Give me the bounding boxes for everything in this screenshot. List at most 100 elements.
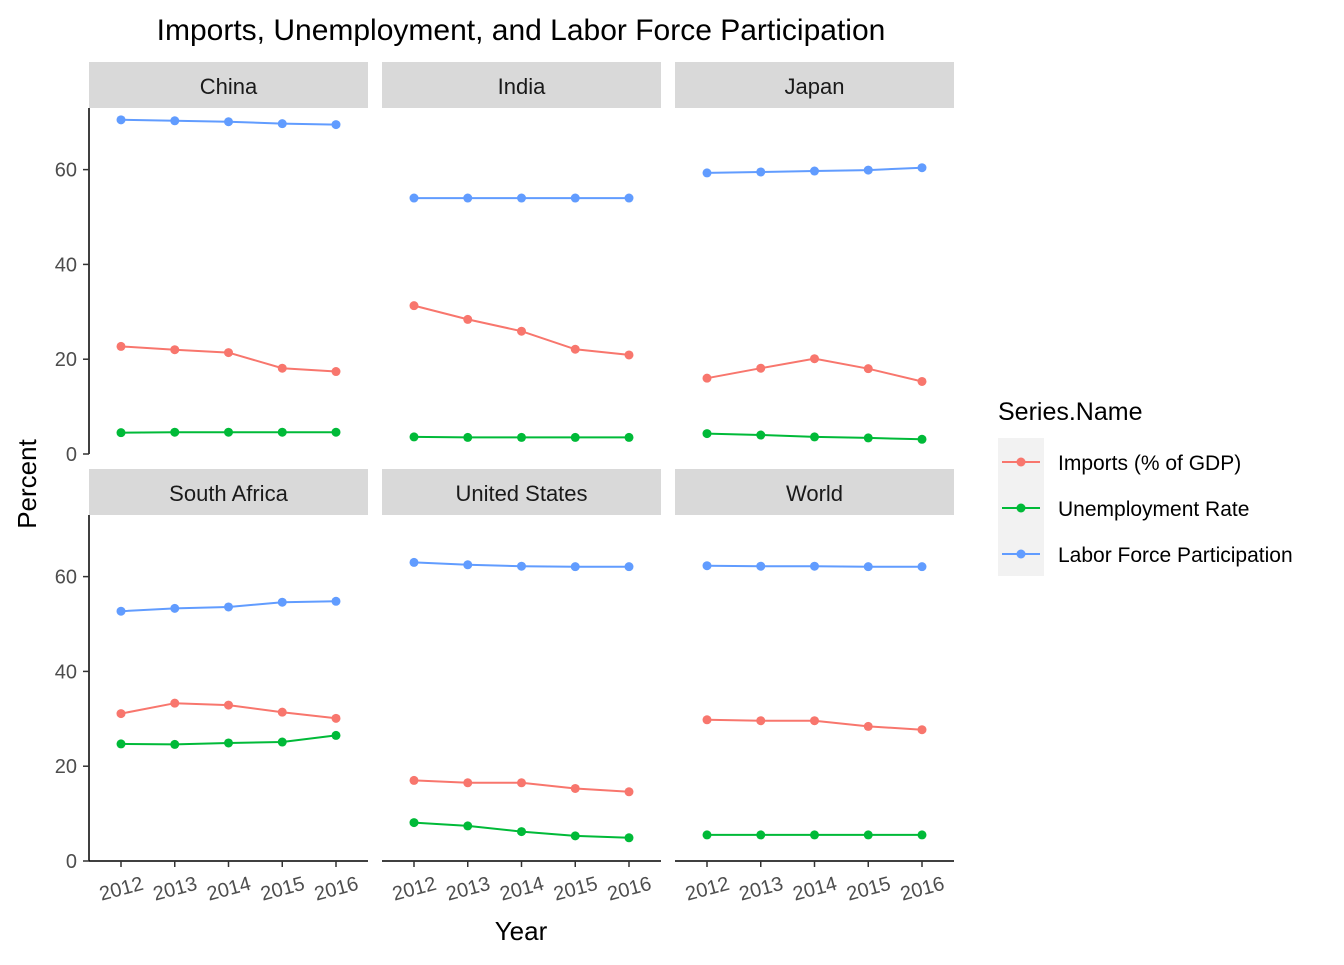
data-point-labor-force-participation — [116, 115, 126, 125]
data-point-unemployment-rate — [702, 429, 712, 439]
facet-strip — [382, 62, 661, 108]
facet-japan: Japan — [675, 62, 954, 444]
x-tick-label: 2014 — [205, 873, 254, 906]
facet-strip — [675, 469, 954, 515]
data-point-labor-force-participation — [917, 163, 927, 173]
facet-label: China — [200, 74, 258, 99]
data-point-unemployment-rate — [224, 738, 233, 748]
legend-key-point-unemployment-rate — [1016, 503, 1026, 513]
y-tick-label: 60 — [55, 567, 77, 589]
facet-strip — [89, 469, 368, 515]
data-point-labor-force-participation — [517, 561, 526, 571]
data-point-unemployment-rate — [409, 432, 419, 442]
data-point-imports-of-gdp — [409, 301, 419, 311]
data-point-imports-of-gdp — [277, 707, 287, 717]
data-point-unemployment-rate — [517, 432, 526, 442]
data-point-imports-of-gdp — [863, 721, 873, 731]
data-point-imports-of-gdp — [463, 778, 473, 788]
data-point-labor-force-participation — [409, 193, 419, 203]
data-point-unemployment-rate — [116, 428, 126, 438]
facet-strip — [382, 469, 661, 515]
data-point-imports-of-gdp — [570, 783, 580, 793]
data-point-labor-force-participation — [224, 602, 233, 612]
data-point-labor-force-participation — [917, 562, 927, 572]
data-point-labor-force-participation — [570, 193, 580, 203]
y-tick-label: 40 — [55, 254, 77, 276]
facet-strip — [675, 62, 954, 108]
data-point-labor-force-participation — [409, 557, 419, 567]
legend: Series.Name Imports (% of GDP) Unemployme… — [998, 398, 1293, 576]
data-point-labor-force-participation — [331, 120, 341, 130]
data-point-imports-of-gdp — [277, 363, 287, 373]
data-point-imports-of-gdp — [810, 354, 819, 364]
data-point-imports-of-gdp — [917, 376, 927, 386]
data-point-labor-force-participation — [463, 560, 473, 570]
data-point-unemployment-rate — [170, 739, 180, 749]
data-point-labor-force-participation — [277, 119, 287, 129]
facet-china: China 0 20 40 60 — [55, 62, 368, 466]
data-point-unemployment-rate — [277, 427, 287, 437]
facet-label: South Africa — [169, 481, 288, 506]
data-point-unemployment-rate — [917, 434, 927, 444]
legend-item-label: Imports (% of GDP) — [1058, 452, 1241, 475]
y-tick-label: 20 — [55, 349, 77, 371]
data-point-imports-of-gdp — [116, 341, 126, 351]
data-point-labor-force-participation — [702, 168, 712, 178]
data-point-unemployment-rate — [810, 432, 819, 442]
data-point-unemployment-rate — [331, 427, 341, 437]
facet-world: World 2012 2013 2014 2015 2016 — [675, 469, 954, 906]
data-point-labor-force-participation — [463, 193, 473, 203]
data-point-imports-of-gdp — [517, 778, 526, 788]
x-tick-label: 2015 — [258, 873, 307, 906]
data-point-labor-force-participation — [756, 561, 766, 571]
y-tick-label: 40 — [55, 661, 77, 683]
data-point-unemployment-rate — [517, 827, 526, 837]
facet-label: India — [498, 74, 546, 99]
data-point-imports-of-gdp — [702, 373, 712, 383]
data-point-labor-force-participation — [863, 562, 873, 572]
data-point-imports-of-gdp — [810, 716, 819, 726]
y-tick-label: 20 — [55, 756, 77, 778]
data-point-unemployment-rate — [810, 830, 819, 840]
data-point-imports-of-gdp — [463, 314, 473, 324]
x-tick-label: 2012 — [97, 873, 146, 906]
data-point-labor-force-participation — [331, 596, 341, 606]
x-tick-label: 2016 — [312, 873, 361, 906]
y-tick-label: 60 — [55, 160, 77, 182]
data-point-labor-force-participation — [277, 597, 287, 607]
facet-label: Japan — [785, 74, 845, 99]
data-point-labor-force-participation — [624, 562, 634, 572]
data-point-labor-force-participation — [570, 562, 580, 572]
x-tick-label: 2012 — [683, 873, 732, 906]
data-point-labor-force-participation — [116, 606, 126, 616]
data-point-labor-force-participation — [170, 603, 180, 613]
data-point-unemployment-rate — [331, 730, 341, 740]
data-point-imports-of-gdp — [409, 775, 419, 785]
y-tick-label: 0 — [66, 444, 77, 466]
data-point-labor-force-participation — [170, 116, 180, 126]
x-tick-label: 2016 — [605, 873, 654, 906]
data-point-unemployment-rate — [570, 831, 580, 841]
data-point-unemployment-rate — [463, 432, 473, 442]
y-axis-label: Percent — [12, 438, 42, 528]
data-point-labor-force-participation — [810, 561, 819, 571]
data-point-unemployment-rate — [917, 830, 927, 840]
data-point-unemployment-rate — [863, 433, 873, 443]
facet-united-states: United States 2012 2013 2014 2015 2016 — [382, 469, 661, 906]
data-point-unemployment-rate — [570, 432, 580, 442]
legend-item-label: Unemployment Rate — [1058, 498, 1249, 521]
data-point-imports-of-gdp — [331, 367, 341, 377]
legend-item-label: Labor Force Participation — [1058, 544, 1293, 567]
x-tick-label: 2015 — [844, 873, 893, 906]
x-axis-label: Year — [495, 916, 548, 946]
facet-label: United States — [455, 481, 587, 506]
facet-india: India — [382, 62, 661, 442]
data-point-imports-of-gdp — [917, 725, 927, 735]
data-point-imports-of-gdp — [756, 716, 766, 726]
x-tick-label: 2013 — [737, 873, 786, 906]
y-tick-label: 0 — [66, 851, 77, 873]
data-point-imports-of-gdp — [331, 713, 341, 723]
data-point-unemployment-rate — [756, 430, 766, 440]
data-point-imports-of-gdp — [224, 348, 233, 358]
